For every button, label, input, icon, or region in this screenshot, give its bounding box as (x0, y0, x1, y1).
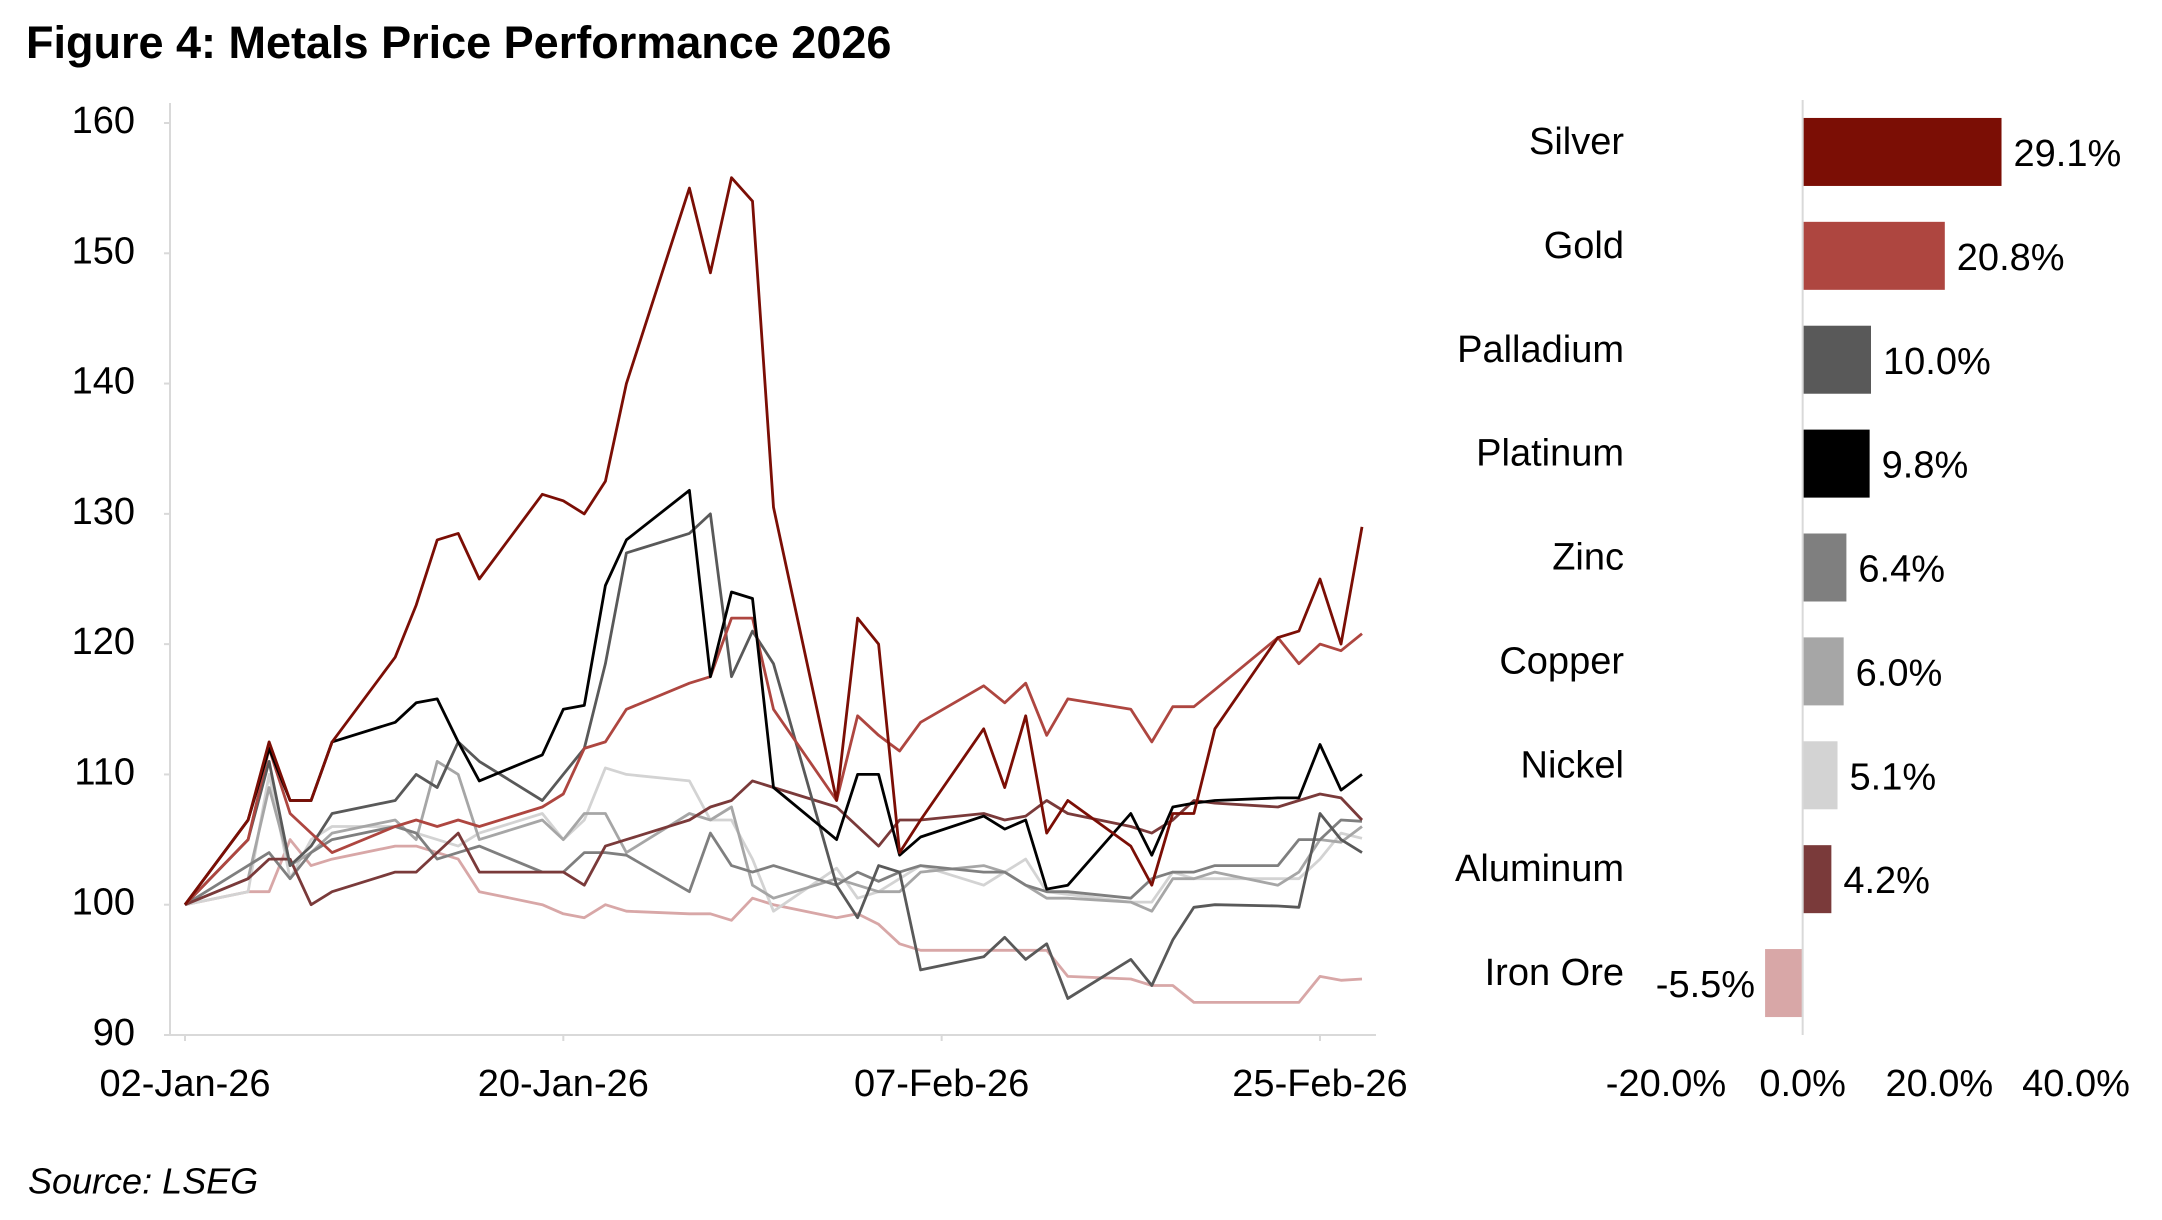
category-label: Copper (1499, 640, 1624, 682)
category-label: Iron Ore (1485, 952, 1624, 994)
bar (1802, 325, 1871, 394)
x-tick-label: 0.0% (1759, 1063, 1846, 1105)
price-line (184, 818, 1363, 906)
category-label: Palladium (1457, 329, 1624, 371)
value-label: -5.5% (1656, 964, 1755, 1006)
source-note: Source: LSEG (28, 1161, 258, 1202)
price-line (184, 760, 1363, 913)
price-line (184, 779, 1364, 907)
bar (1765, 949, 1803, 1018)
y-tick-label: 120 (72, 621, 135, 663)
x-tick-label: 07-Feb-26 (854, 1063, 1029, 1105)
y-tick-label: 160 (72, 100, 135, 142)
y-tick-label: 100 (72, 882, 135, 924)
category-label: Nickel (1521, 744, 1624, 786)
category-label: Aluminum (1455, 848, 1624, 890)
x-tick-label: 40.0% (2022, 1063, 2130, 1105)
bar (1802, 429, 1870, 498)
category-label: Gold (1544, 225, 1624, 267)
figure-title: Figure 4: Metals Price Performance 2026 (26, 17, 891, 68)
price-line (183, 489, 1363, 906)
x-tick-label: 02-Jan-26 (99, 1063, 270, 1105)
y-tick-label: 140 (72, 361, 135, 403)
x-tick-label: 25-Feb-26 (1232, 1063, 1407, 1105)
bar (1802, 637, 1844, 706)
bar (1802, 117, 2002, 186)
x-tick-label: 20.0% (1885, 1063, 1993, 1105)
bar (1802, 741, 1838, 810)
y-tick-label: 150 (72, 230, 135, 272)
value-label: 5.1% (1850, 756, 1937, 798)
category-label: Silver (1529, 121, 1624, 163)
bar (1802, 221, 1945, 290)
value-label: 10.0% (1883, 341, 1991, 383)
value-label: 6.4% (1858, 549, 1945, 591)
bar (1802, 845, 1832, 914)
y-tick-label: 90 (93, 1012, 135, 1054)
price-line (184, 838, 1363, 1004)
y-tick-label: 130 (72, 491, 135, 533)
value-label: 29.1% (2014, 133, 2122, 175)
price-line (183, 512, 1363, 1000)
value-label: 6.0% (1856, 652, 1943, 694)
x-tick-label: -20.0% (1606, 1063, 1726, 1105)
category-label: Zinc (1552, 537, 1624, 579)
value-label: 9.8% (1882, 445, 1969, 487)
category-label: Platinum (1476, 433, 1624, 475)
value-label: 20.8% (1957, 237, 2065, 279)
value-label: 4.2% (1843, 860, 1930, 902)
y-tick-label: 110 (74, 751, 135, 793)
price-line (183, 616, 1363, 906)
price-line (183, 176, 1364, 906)
x-tick-label: 20-Jan-26 (478, 1063, 649, 1105)
bar (1802, 533, 1847, 602)
